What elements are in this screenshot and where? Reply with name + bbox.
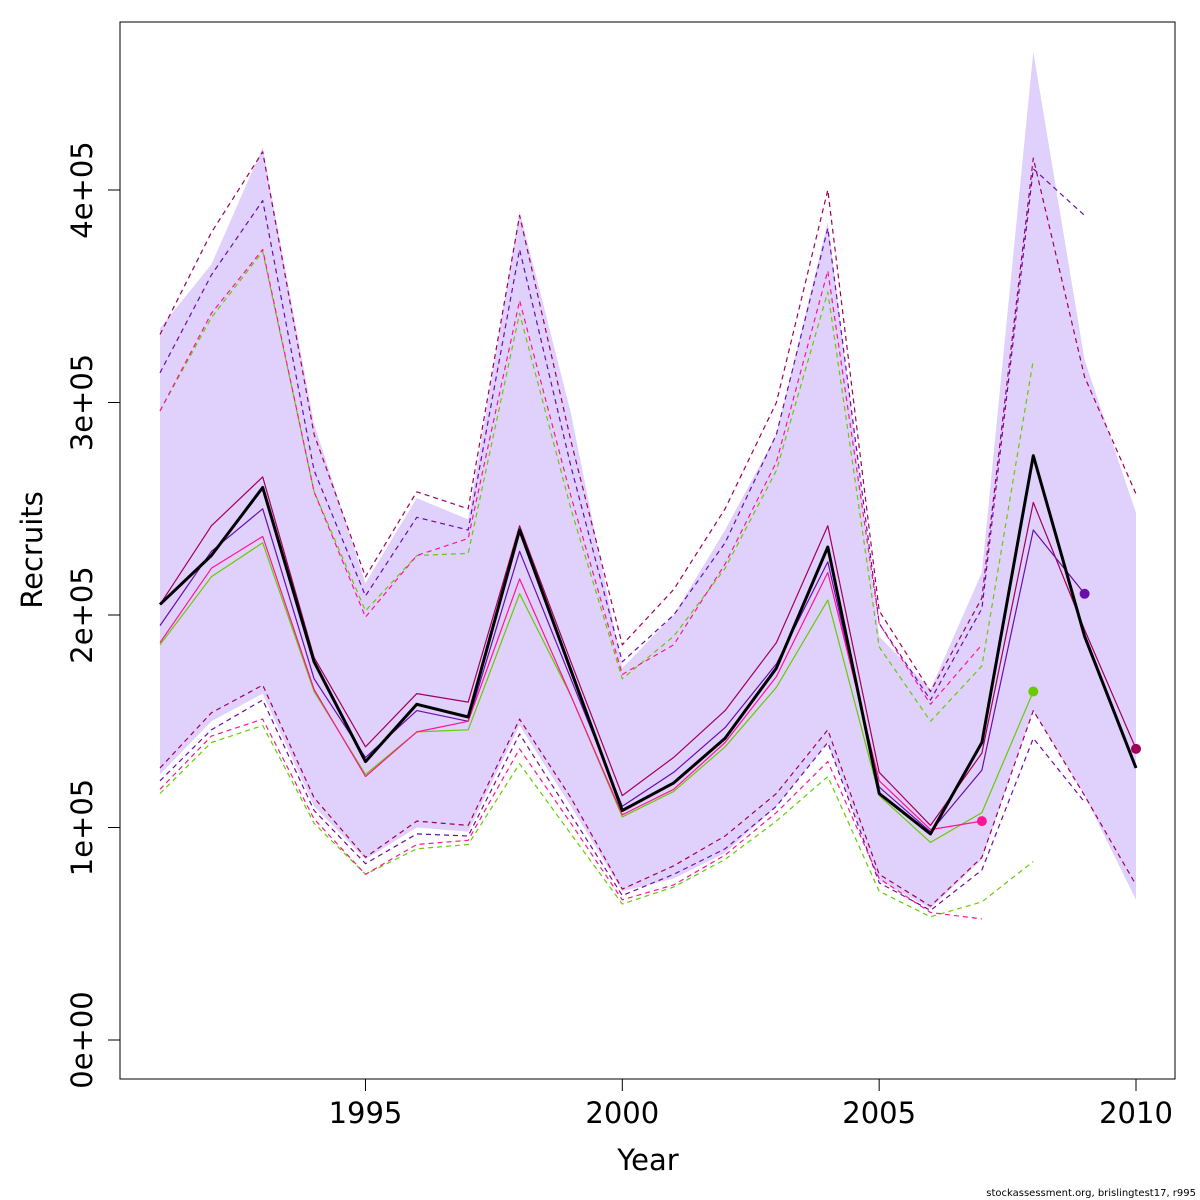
endpoint-marker-1	[1131, 743, 1141, 754]
y-tick-label-2e+05: 2e+05	[65, 566, 99, 664]
y-axis-title: Recruits	[15, 491, 49, 608]
series-line-retro-4-lower	[159, 718, 982, 920]
x-tick-label-2000: 2000	[585, 1096, 659, 1130]
endpoint-marker-3	[1028, 686, 1039, 697]
confidence-band	[160, 51, 1136, 909]
series-line-retro-4-upper	[159, 248, 983, 705]
y-axis: 0e+00 1e+05 2e+05 3e+05 4e+05	[65, 141, 121, 1089]
x-axis-title: Year	[616, 1143, 678, 1177]
y-tick-label-0e+00: 0e+00	[65, 991, 99, 1089]
endpoint-marker-4	[976, 816, 987, 827]
series-line-retro-3-upper	[159, 251, 1034, 722]
y-tick-label-1e+05: 1e+05	[65, 779, 99, 877]
x-tick-label-1995: 1995	[329, 1096, 403, 1130]
endpoint-marker-2	[1079, 588, 1090, 599]
x-tick-label-2005: 2005	[842, 1096, 916, 1130]
series-line-retro-2-lower	[159, 699, 1086, 912]
series-line-retro-4	[159, 535, 982, 831]
series-line-retro-1-upper	[159, 151, 1137, 693]
plot-area	[158, 51, 1141, 920]
x-tick-label-2010: 2010	[1099, 1096, 1173, 1130]
x-axis: 1995 2000 2005 2010	[329, 1078, 1173, 1130]
series-line-retro-2-upper	[159, 168, 1086, 701]
y-tick-label-4e+05: 4e+05	[65, 141, 99, 239]
series-line-retro-3-lower	[159, 724, 1034, 918]
series-line-retro-1	[159, 476, 1137, 827]
series-line-final	[158, 454, 1138, 836]
caption: stockassessment.org, brislingtest17, r99…	[986, 1188, 1196, 1199]
series-line-retro-1-lower	[159, 684, 1137, 907]
y-tick-label-3e+05: 3e+05	[65, 354, 99, 452]
